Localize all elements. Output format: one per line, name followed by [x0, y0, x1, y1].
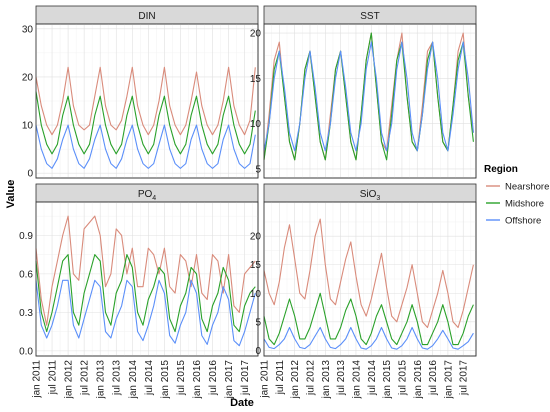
- x-tick-label: jul 2014: [144, 360, 155, 396]
- series-line-midshore: [35, 91, 256, 155]
- y-tick-label: 15: [250, 260, 262, 271]
- facet-label: SST: [360, 11, 379, 22]
- x-axis-title: Date: [230, 397, 254, 409]
- x-tick-label: jan 2017: [443, 360, 454, 400]
- panel-border: [35, 201, 259, 357]
- legend-label-offshore: Offshore: [505, 216, 541, 227]
- x-tick-label: jan 2016: [192, 360, 203, 400]
- y-tick-label: 5: [255, 164, 261, 175]
- x-tick-label: jul 2012: [306, 360, 317, 396]
- legend-title: Region: [484, 164, 518, 175]
- panels-layer: DIN 0 10 20 30 SST 5 10 15 20 PO4 0.0 0.3 0.6 0.9 jan 2…: [19, 5, 477, 400]
- series-line-offshore: [35, 279, 256, 347]
- x-tick-label: jul 2013: [112, 360, 123, 396]
- x-tick-label: jul 2014: [367, 360, 378, 396]
- legend-label-midshore: Midshore: [505, 199, 544, 210]
- x-tick-label: jul 2017: [459, 360, 470, 396]
- panel-din: DIN 0 10 20 30: [22, 5, 259, 180]
- series-line-nearshore: [263, 218, 474, 329]
- x-tick-label: jan 2012: [290, 360, 301, 400]
- panel-sst: SST 5 10 15 20: [250, 5, 477, 179]
- y-tick-label: 0.6: [19, 269, 33, 280]
- y-tick-label: 0.9: [19, 231, 33, 242]
- y-tick-label: 0: [27, 169, 33, 180]
- x-tick-label: jan 2013: [321, 360, 332, 400]
- y-tick-label: 0.3: [19, 308, 33, 319]
- x-tick-label: jan 2015: [160, 360, 171, 400]
- x-tick-label: jan 2014: [128, 360, 139, 400]
- series-line-offshore: [263, 41, 474, 152]
- x-tick-label: jul 2016: [208, 360, 219, 396]
- x-tick-label: jul 2017: [240, 360, 251, 396]
- legend: Region Nearshore Midshore Offshore: [484, 164, 549, 227]
- x-tick-label: jul 2011: [275, 360, 286, 396]
- y-tick-label: 15: [250, 74, 262, 85]
- x-tick-label: jul 2015: [397, 360, 408, 396]
- y-tick-label: 5: [255, 317, 261, 328]
- x-tick-label: jan 2016: [413, 360, 424, 400]
- facet-label: DIN: [138, 11, 155, 22]
- x-tick-label: jan 2012: [64, 360, 75, 400]
- y-tick-label: 0.0: [19, 346, 33, 357]
- y-tick-label: 30: [22, 24, 34, 35]
- series-line-nearshore: [35, 215, 256, 326]
- x-tick-label: jul 2015: [176, 360, 187, 396]
- x-tick-label: jan 2011: [260, 360, 271, 399]
- x-tick-label: jul 2012: [80, 360, 91, 396]
- x-tick-label: jan 2017: [224, 360, 235, 400]
- x-tick-label: jan 2014: [352, 360, 363, 400]
- y-tick-label: 0: [255, 346, 261, 357]
- y-tick-label: 10: [250, 119, 262, 130]
- x-tick-label: jul 2016: [428, 360, 439, 396]
- legend-label-nearshore: Nearshore: [505, 182, 549, 193]
- series-line-nearshore: [35, 66, 256, 136]
- legend-items: Nearshore Midshore Offshore: [486, 182, 549, 227]
- panel-border: [263, 23, 477, 179]
- series-line-offshore: [263, 326, 474, 350]
- x-tick-label: jul 2011: [48, 360, 59, 396]
- y-tick-label: 20: [250, 232, 262, 243]
- x-tick-label: jan 2015: [382, 360, 393, 400]
- y-tick-label: 10: [22, 121, 34, 132]
- y-axis-title: Value: [5, 180, 17, 209]
- facet-label: PO4: [138, 189, 156, 202]
- y-tick-label: 10: [250, 289, 262, 300]
- x-tick-label: jan 2011: [32, 360, 43, 399]
- panel-border: [263, 201, 477, 357]
- y-tick-label: 20: [250, 29, 262, 40]
- x-tick-label: jul 2013: [336, 360, 347, 396]
- series-line-midshore: [263, 292, 474, 346]
- series-line-midshore: [35, 254, 256, 333]
- series-line-offshore: [35, 124, 256, 169]
- x-tick-label: jan 2013: [96, 360, 107, 400]
- panel-border: [35, 23, 259, 179]
- panel-po4: PO4 0.0 0.3 0.6 0.9 jan 2011 jul 2011 jan 2012 j…: [19, 183, 259, 400]
- y-tick-label: 20: [22, 72, 34, 83]
- facet-label: SiO3: [360, 189, 381, 202]
- panel-sio3: SiO3 0 5 10 15 20 jan 2011 jul 2011 jan 2012 jul …: [250, 183, 477, 400]
